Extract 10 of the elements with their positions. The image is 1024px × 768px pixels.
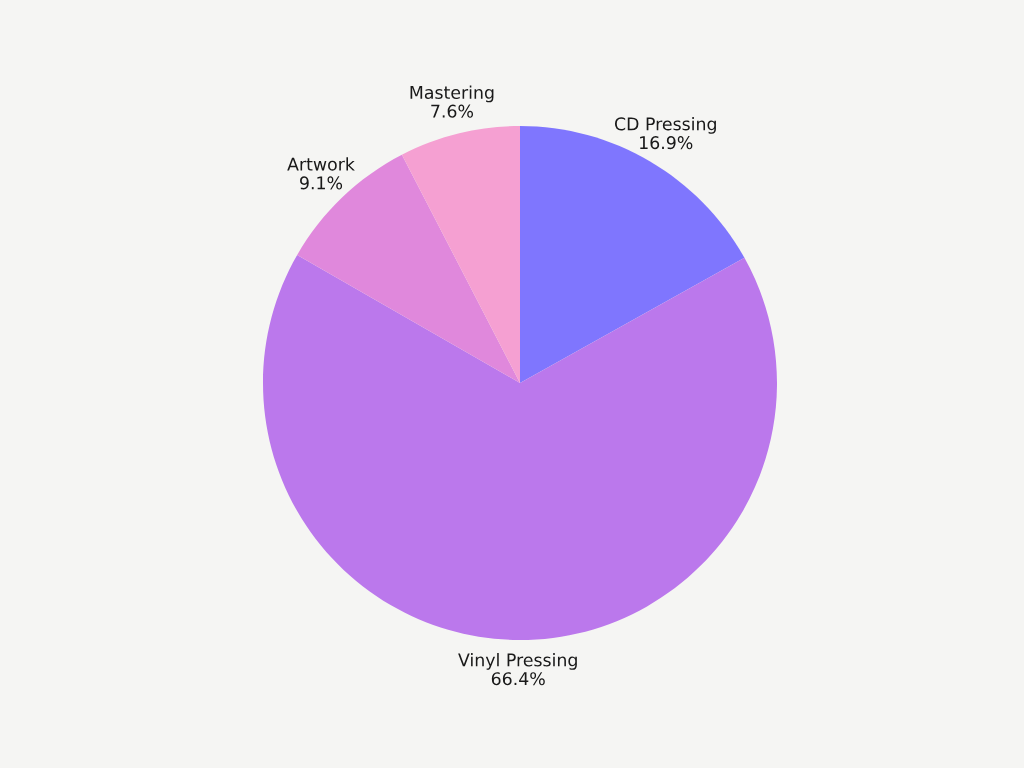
data-label: 66.4% [491, 672, 545, 686]
pie-slice [401, 126, 520, 383]
slice-label: Artwork [287, 157, 355, 171]
pie-slice [263, 254, 777, 640]
data-label: 7.6% [431, 104, 474, 118]
slice-label: Vinyl Pressing [458, 653, 577, 670]
slice-label: Mastering [410, 85, 494, 103]
data-label: 16.9% [640, 136, 693, 150]
data-label: 9.1% [300, 176, 343, 190]
slice-label: CD Pressing [614, 116, 716, 134]
